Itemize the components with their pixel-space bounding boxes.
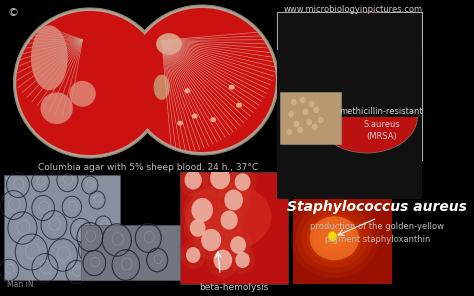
Ellipse shape (210, 117, 216, 122)
Ellipse shape (154, 75, 170, 100)
Ellipse shape (190, 219, 206, 237)
Ellipse shape (184, 170, 202, 190)
Ellipse shape (236, 103, 242, 108)
Bar (81, 225, 180, 280)
Ellipse shape (309, 101, 315, 107)
Ellipse shape (201, 229, 221, 251)
Ellipse shape (202, 158, 238, 198)
Ellipse shape (183, 189, 221, 231)
Ellipse shape (315, 12, 419, 88)
Ellipse shape (184, 88, 191, 93)
Ellipse shape (228, 85, 235, 90)
Ellipse shape (224, 190, 243, 210)
Ellipse shape (293, 120, 300, 128)
Ellipse shape (318, 224, 351, 253)
Ellipse shape (210, 167, 230, 189)
Text: Man iN.: Man iN. (7, 280, 36, 289)
Ellipse shape (126, 5, 279, 155)
Text: www.microbiologyinpictures.com: www.microbiologyinpictures.com (283, 5, 422, 14)
Ellipse shape (302, 109, 309, 115)
Bar (180, 172, 288, 284)
Text: beta-hemolysis: beta-hemolysis (199, 283, 268, 292)
Ellipse shape (310, 216, 359, 260)
Ellipse shape (297, 126, 303, 133)
Ellipse shape (235, 173, 251, 191)
Ellipse shape (178, 163, 208, 197)
Text: ©: © (7, 8, 18, 18)
Text: Staphylococcus aureus: Staphylococcus aureus (287, 200, 467, 214)
Ellipse shape (229, 167, 256, 197)
Ellipse shape (300, 96, 306, 104)
Ellipse shape (184, 213, 211, 243)
Ellipse shape (13, 8, 166, 158)
Bar (277, 50, 422, 198)
Bar (180, 172, 288, 284)
Ellipse shape (329, 234, 339, 243)
Ellipse shape (301, 209, 368, 268)
Bar (278, 51, 421, 199)
Ellipse shape (40, 92, 73, 124)
Ellipse shape (317, 81, 417, 153)
Ellipse shape (181, 241, 206, 269)
Text: production of the golden-yellow
pigment staphyloxanthin: production of the golden-yellow pigment … (310, 222, 445, 244)
Ellipse shape (217, 182, 250, 218)
Ellipse shape (214, 203, 244, 237)
Ellipse shape (220, 210, 238, 230)
Ellipse shape (286, 128, 292, 136)
Ellipse shape (31, 25, 68, 90)
Ellipse shape (224, 230, 252, 260)
Bar (277, 12, 422, 160)
Ellipse shape (306, 118, 312, 126)
Ellipse shape (313, 107, 319, 113)
Ellipse shape (213, 250, 232, 271)
Bar (280, 92, 341, 144)
Ellipse shape (307, 214, 362, 263)
Bar (293, 196, 392, 284)
Ellipse shape (191, 198, 213, 222)
Ellipse shape (16, 11, 164, 155)
Bar (278, 13, 421, 117)
Ellipse shape (290, 199, 379, 278)
Ellipse shape (324, 229, 345, 248)
Ellipse shape (236, 252, 250, 268)
Ellipse shape (185, 183, 271, 250)
Ellipse shape (186, 247, 201, 263)
Bar (4, 175, 120, 280)
Ellipse shape (193, 221, 229, 260)
Ellipse shape (128, 8, 276, 152)
Ellipse shape (177, 121, 183, 126)
Ellipse shape (328, 231, 337, 242)
Ellipse shape (230, 236, 246, 254)
Ellipse shape (291, 99, 297, 105)
Ellipse shape (288, 110, 294, 118)
Ellipse shape (192, 113, 198, 118)
Ellipse shape (156, 33, 182, 55)
Text: Columbia agar with 5% sheep blood, 24 h., 37°C: Columbia agar with 5% sheep blood, 24 h.… (38, 163, 258, 172)
Ellipse shape (230, 246, 255, 274)
Ellipse shape (207, 242, 239, 278)
Ellipse shape (318, 117, 324, 123)
Ellipse shape (296, 204, 373, 273)
Ellipse shape (312, 219, 356, 258)
Ellipse shape (69, 81, 96, 107)
Text: methicillin-resistant
S.aureus
(MRSA): methicillin-resistant S.aureus (MRSA) (340, 107, 423, 141)
Ellipse shape (311, 123, 318, 131)
